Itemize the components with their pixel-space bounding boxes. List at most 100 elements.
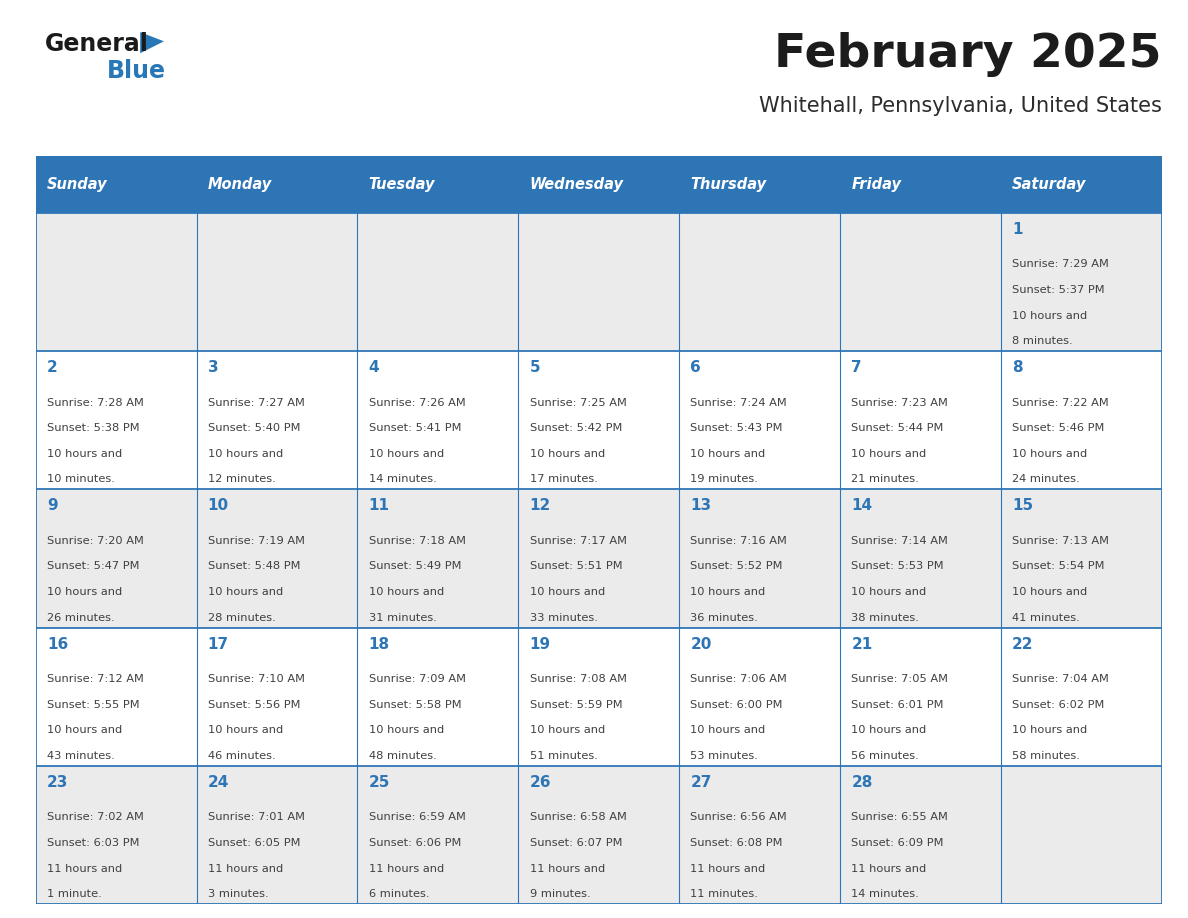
Text: 26: 26: [530, 775, 551, 790]
Text: 9 minutes.: 9 minutes.: [530, 890, 590, 899]
Bar: [36, 352, 196, 489]
Text: 11: 11: [368, 498, 390, 513]
Text: 14: 14: [852, 498, 872, 513]
Text: 10 hours and: 10 hours and: [852, 587, 927, 597]
Text: Sunset: 5:49 PM: Sunset: 5:49 PM: [368, 562, 461, 571]
Text: Sunrise: 7:02 AM: Sunrise: 7:02 AM: [46, 812, 144, 823]
Bar: [36, 213, 196, 352]
Text: 11 minutes.: 11 minutes.: [690, 890, 758, 899]
Text: 7: 7: [852, 360, 862, 375]
Text: Sunset: 6:08 PM: Sunset: 6:08 PM: [690, 838, 783, 848]
Text: 10 hours and: 10 hours and: [690, 725, 766, 735]
Text: General: General: [45, 32, 148, 56]
Bar: [196, 213, 358, 352]
Text: 24: 24: [208, 775, 229, 790]
Text: Sunrise: 7:17 AM: Sunrise: 7:17 AM: [530, 536, 626, 546]
Text: Sunset: 6:06 PM: Sunset: 6:06 PM: [368, 838, 461, 848]
Text: Sunset: 5:42 PM: Sunset: 5:42 PM: [530, 423, 623, 433]
Text: 17 minutes.: 17 minutes.: [530, 475, 598, 485]
Text: Sunset: 5:41 PM: Sunset: 5:41 PM: [368, 423, 461, 433]
Bar: [680, 766, 840, 904]
Text: Thursday: Thursday: [690, 177, 766, 192]
Bar: [196, 352, 358, 489]
Bar: [36, 156, 196, 213]
Text: February 2025: February 2025: [775, 32, 1162, 77]
Text: Sunset: 6:01 PM: Sunset: 6:01 PM: [852, 700, 943, 710]
Text: Blue: Blue: [107, 59, 166, 83]
Text: 56 minutes.: 56 minutes.: [852, 751, 920, 761]
Text: 10 hours and: 10 hours and: [530, 725, 605, 735]
Text: Sunrise: 7:20 AM: Sunrise: 7:20 AM: [46, 536, 144, 546]
Bar: [1001, 213, 1162, 352]
Text: 1: 1: [1012, 222, 1023, 237]
Text: 15: 15: [1012, 498, 1034, 513]
Text: Sunset: 5:44 PM: Sunset: 5:44 PM: [852, 423, 943, 433]
Text: 10 hours and: 10 hours and: [1012, 310, 1087, 320]
Text: Sunset: 5:52 PM: Sunset: 5:52 PM: [690, 562, 783, 571]
Text: 10 hours and: 10 hours and: [46, 725, 122, 735]
Bar: [1001, 156, 1162, 213]
Text: 26 minutes.: 26 minutes.: [46, 612, 114, 622]
Bar: [358, 489, 518, 628]
Text: 10 hours and: 10 hours and: [368, 725, 444, 735]
Text: Sunrise: 7:06 AM: Sunrise: 7:06 AM: [690, 674, 788, 684]
Bar: [680, 489, 840, 628]
Text: 16: 16: [46, 637, 68, 652]
Bar: [1001, 489, 1162, 628]
Text: Sunrise: 7:28 AM: Sunrise: 7:28 AM: [46, 397, 144, 408]
Text: 5: 5: [530, 360, 541, 375]
Text: 48 minutes.: 48 minutes.: [368, 751, 436, 761]
Text: 12 minutes.: 12 minutes.: [208, 475, 276, 485]
Bar: [196, 766, 358, 904]
Text: 20: 20: [690, 637, 712, 652]
Text: 11 hours and: 11 hours and: [46, 864, 122, 874]
Text: 31 minutes.: 31 minutes.: [368, 612, 436, 622]
Text: 24 minutes.: 24 minutes.: [1012, 475, 1080, 485]
Text: 28: 28: [852, 775, 873, 790]
Bar: [518, 213, 680, 352]
Bar: [36, 628, 196, 766]
Bar: [680, 156, 840, 213]
Text: Sunrise: 6:55 AM: Sunrise: 6:55 AM: [852, 812, 948, 823]
Text: 18: 18: [368, 637, 390, 652]
Text: 21 minutes.: 21 minutes.: [852, 475, 920, 485]
Text: Sunset: 5:48 PM: Sunset: 5:48 PM: [208, 562, 301, 571]
Text: Sunrise: 7:05 AM: Sunrise: 7:05 AM: [852, 674, 948, 684]
Text: 53 minutes.: 53 minutes.: [690, 751, 758, 761]
Bar: [518, 628, 680, 766]
Bar: [196, 489, 358, 628]
Bar: [518, 766, 680, 904]
Text: 10 hours and: 10 hours and: [530, 449, 605, 459]
Text: Sunrise: 7:16 AM: Sunrise: 7:16 AM: [690, 536, 788, 546]
Bar: [840, 489, 1001, 628]
Text: Sunday: Sunday: [46, 177, 108, 192]
Bar: [196, 628, 358, 766]
Text: 36 minutes.: 36 minutes.: [690, 612, 758, 622]
Bar: [36, 489, 196, 628]
Text: Sunrise: 7:26 AM: Sunrise: 7:26 AM: [368, 397, 466, 408]
Bar: [358, 352, 518, 489]
Text: Saturday: Saturday: [1012, 177, 1087, 192]
Text: 11 hours and: 11 hours and: [368, 864, 444, 874]
Bar: [518, 156, 680, 213]
Text: 23: 23: [46, 775, 68, 790]
Bar: [840, 628, 1001, 766]
Text: 10 hours and: 10 hours and: [690, 449, 766, 459]
Text: Sunset: 6:02 PM: Sunset: 6:02 PM: [1012, 700, 1105, 710]
Text: 17: 17: [208, 637, 229, 652]
Text: 10 hours and: 10 hours and: [530, 587, 605, 597]
Text: 10 hours and: 10 hours and: [1012, 449, 1087, 459]
Text: 27: 27: [690, 775, 712, 790]
Text: Sunrise: 7:22 AM: Sunrise: 7:22 AM: [1012, 397, 1108, 408]
Text: Sunrise: 7:23 AM: Sunrise: 7:23 AM: [852, 397, 948, 408]
Text: Sunset: 6:00 PM: Sunset: 6:00 PM: [690, 700, 783, 710]
Text: Monday: Monday: [208, 177, 272, 192]
Text: 43 minutes.: 43 minutes.: [46, 751, 115, 761]
Text: Sunrise: 6:58 AM: Sunrise: 6:58 AM: [530, 812, 626, 823]
Bar: [196, 156, 358, 213]
Bar: [1001, 766, 1162, 904]
Text: 10 hours and: 10 hours and: [368, 587, 444, 597]
Text: 10 hours and: 10 hours and: [208, 587, 283, 597]
Bar: [680, 352, 840, 489]
Text: 10 hours and: 10 hours and: [208, 725, 283, 735]
